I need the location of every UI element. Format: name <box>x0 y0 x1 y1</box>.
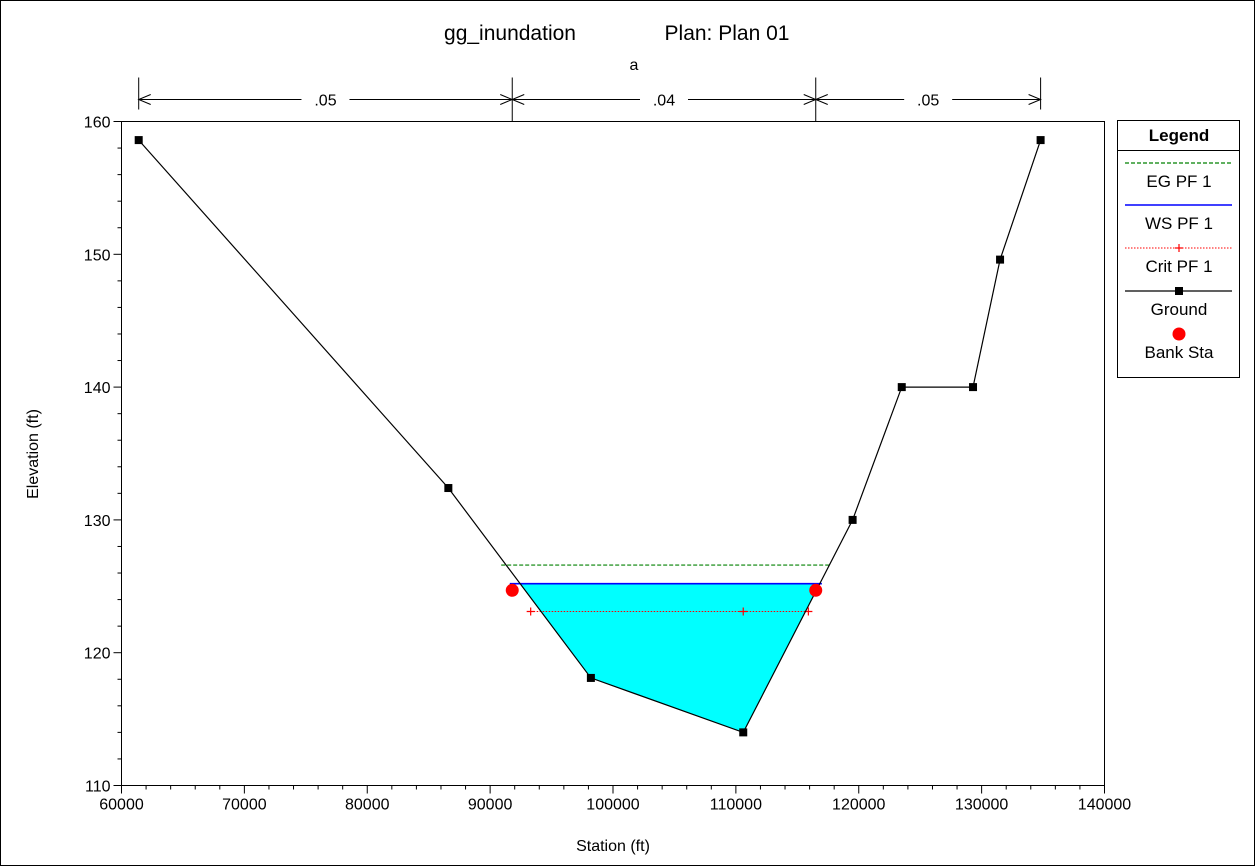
x-axis-label: Station (ft) <box>576 838 650 855</box>
y-tick-label: 140 <box>84 380 111 397</box>
x-tick-label: 130000 <box>955 797 1008 814</box>
y-axis-label: Elevation (ft) <box>25 409 42 499</box>
ground-point <box>969 383 978 392</box>
ground-point <box>1036 136 1045 145</box>
mannings-n-annotations: .05 .04 .05 <box>137 77 1042 122</box>
x-tick-label: 120000 <box>832 797 885 814</box>
x-tick-label: 80000 <box>345 797 390 814</box>
y-tick-label: 150 <box>84 247 111 264</box>
x-axis: 60000 70000 80000 90000 100000 110000 120000 13… <box>99 785 1131 814</box>
crit-marker <box>739 607 748 616</box>
legend-item-label: Crit PF 1 <box>1145 257 1212 276</box>
legend-title: Legend <box>1149 126 1209 145</box>
x-tick-label: 140000 <box>1078 797 1131 814</box>
x-tick-label: 60000 <box>99 797 144 814</box>
y-axis: 110 120 130 140 150 160 <box>84 115 122 796</box>
water-fill <box>520 583 820 733</box>
ground-point <box>996 255 1005 264</box>
y-tick-label: 160 <box>84 115 111 132</box>
lines-layer <box>134 136 1045 737</box>
legend-item-label: Ground <box>1151 300 1208 319</box>
legend-item-label: Bank Sta <box>1145 343 1215 362</box>
x-tick-label: 100000 <box>586 797 639 814</box>
n-value-label: .04 <box>653 93 675 110</box>
y-tick-label: 120 <box>84 646 111 663</box>
y-tick-label: 130 <box>84 513 111 530</box>
n-value-label: .05 <box>314 93 336 110</box>
legend-item-label: EG PF 1 <box>1146 172 1211 191</box>
n-value-label: .05 <box>917 93 939 110</box>
water-layer <box>520 583 820 733</box>
legend-items: EG PF 1 WS PF 1 Crit PF 1 Ground Bank Sta <box>1125 162 1232 362</box>
legend-swatch-crit-marker <box>1175 244 1183 252</box>
legend-swatch-bank <box>1172 327 1186 341</box>
legend-item-label: WS PF 1 <box>1145 214 1213 233</box>
legend-swatch-ground-marker <box>1175 287 1183 295</box>
chart-subtitle: a <box>630 57 639 74</box>
ground-point <box>848 515 857 524</box>
x-tick-label: 70000 <box>222 797 267 814</box>
chart-title-right: Plan: Plan 01 <box>665 22 790 45</box>
ground-point <box>586 673 595 682</box>
bank-station-marker <box>809 583 823 597</box>
plot-area: 60000 70000 80000 90000 100000 110000 120000 13… <box>84 115 1132 814</box>
bank-station-marker <box>505 583 519 597</box>
x-tick-label: 110000 <box>710 797 762 814</box>
legend: Legend EG PF 1 WS PF 1 Crit PF 1 Ground Bank… <box>1117 120 1240 378</box>
ground-point <box>134 136 143 145</box>
ground-point <box>739 728 748 737</box>
x-tick-label: 90000 <box>468 797 513 814</box>
chart-title-left: gg_inundation <box>444 22 576 45</box>
crit-marker <box>526 607 535 616</box>
ground-point <box>897 383 906 392</box>
ground-point <box>444 484 453 493</box>
y-tick-label: 110 <box>85 779 111 796</box>
